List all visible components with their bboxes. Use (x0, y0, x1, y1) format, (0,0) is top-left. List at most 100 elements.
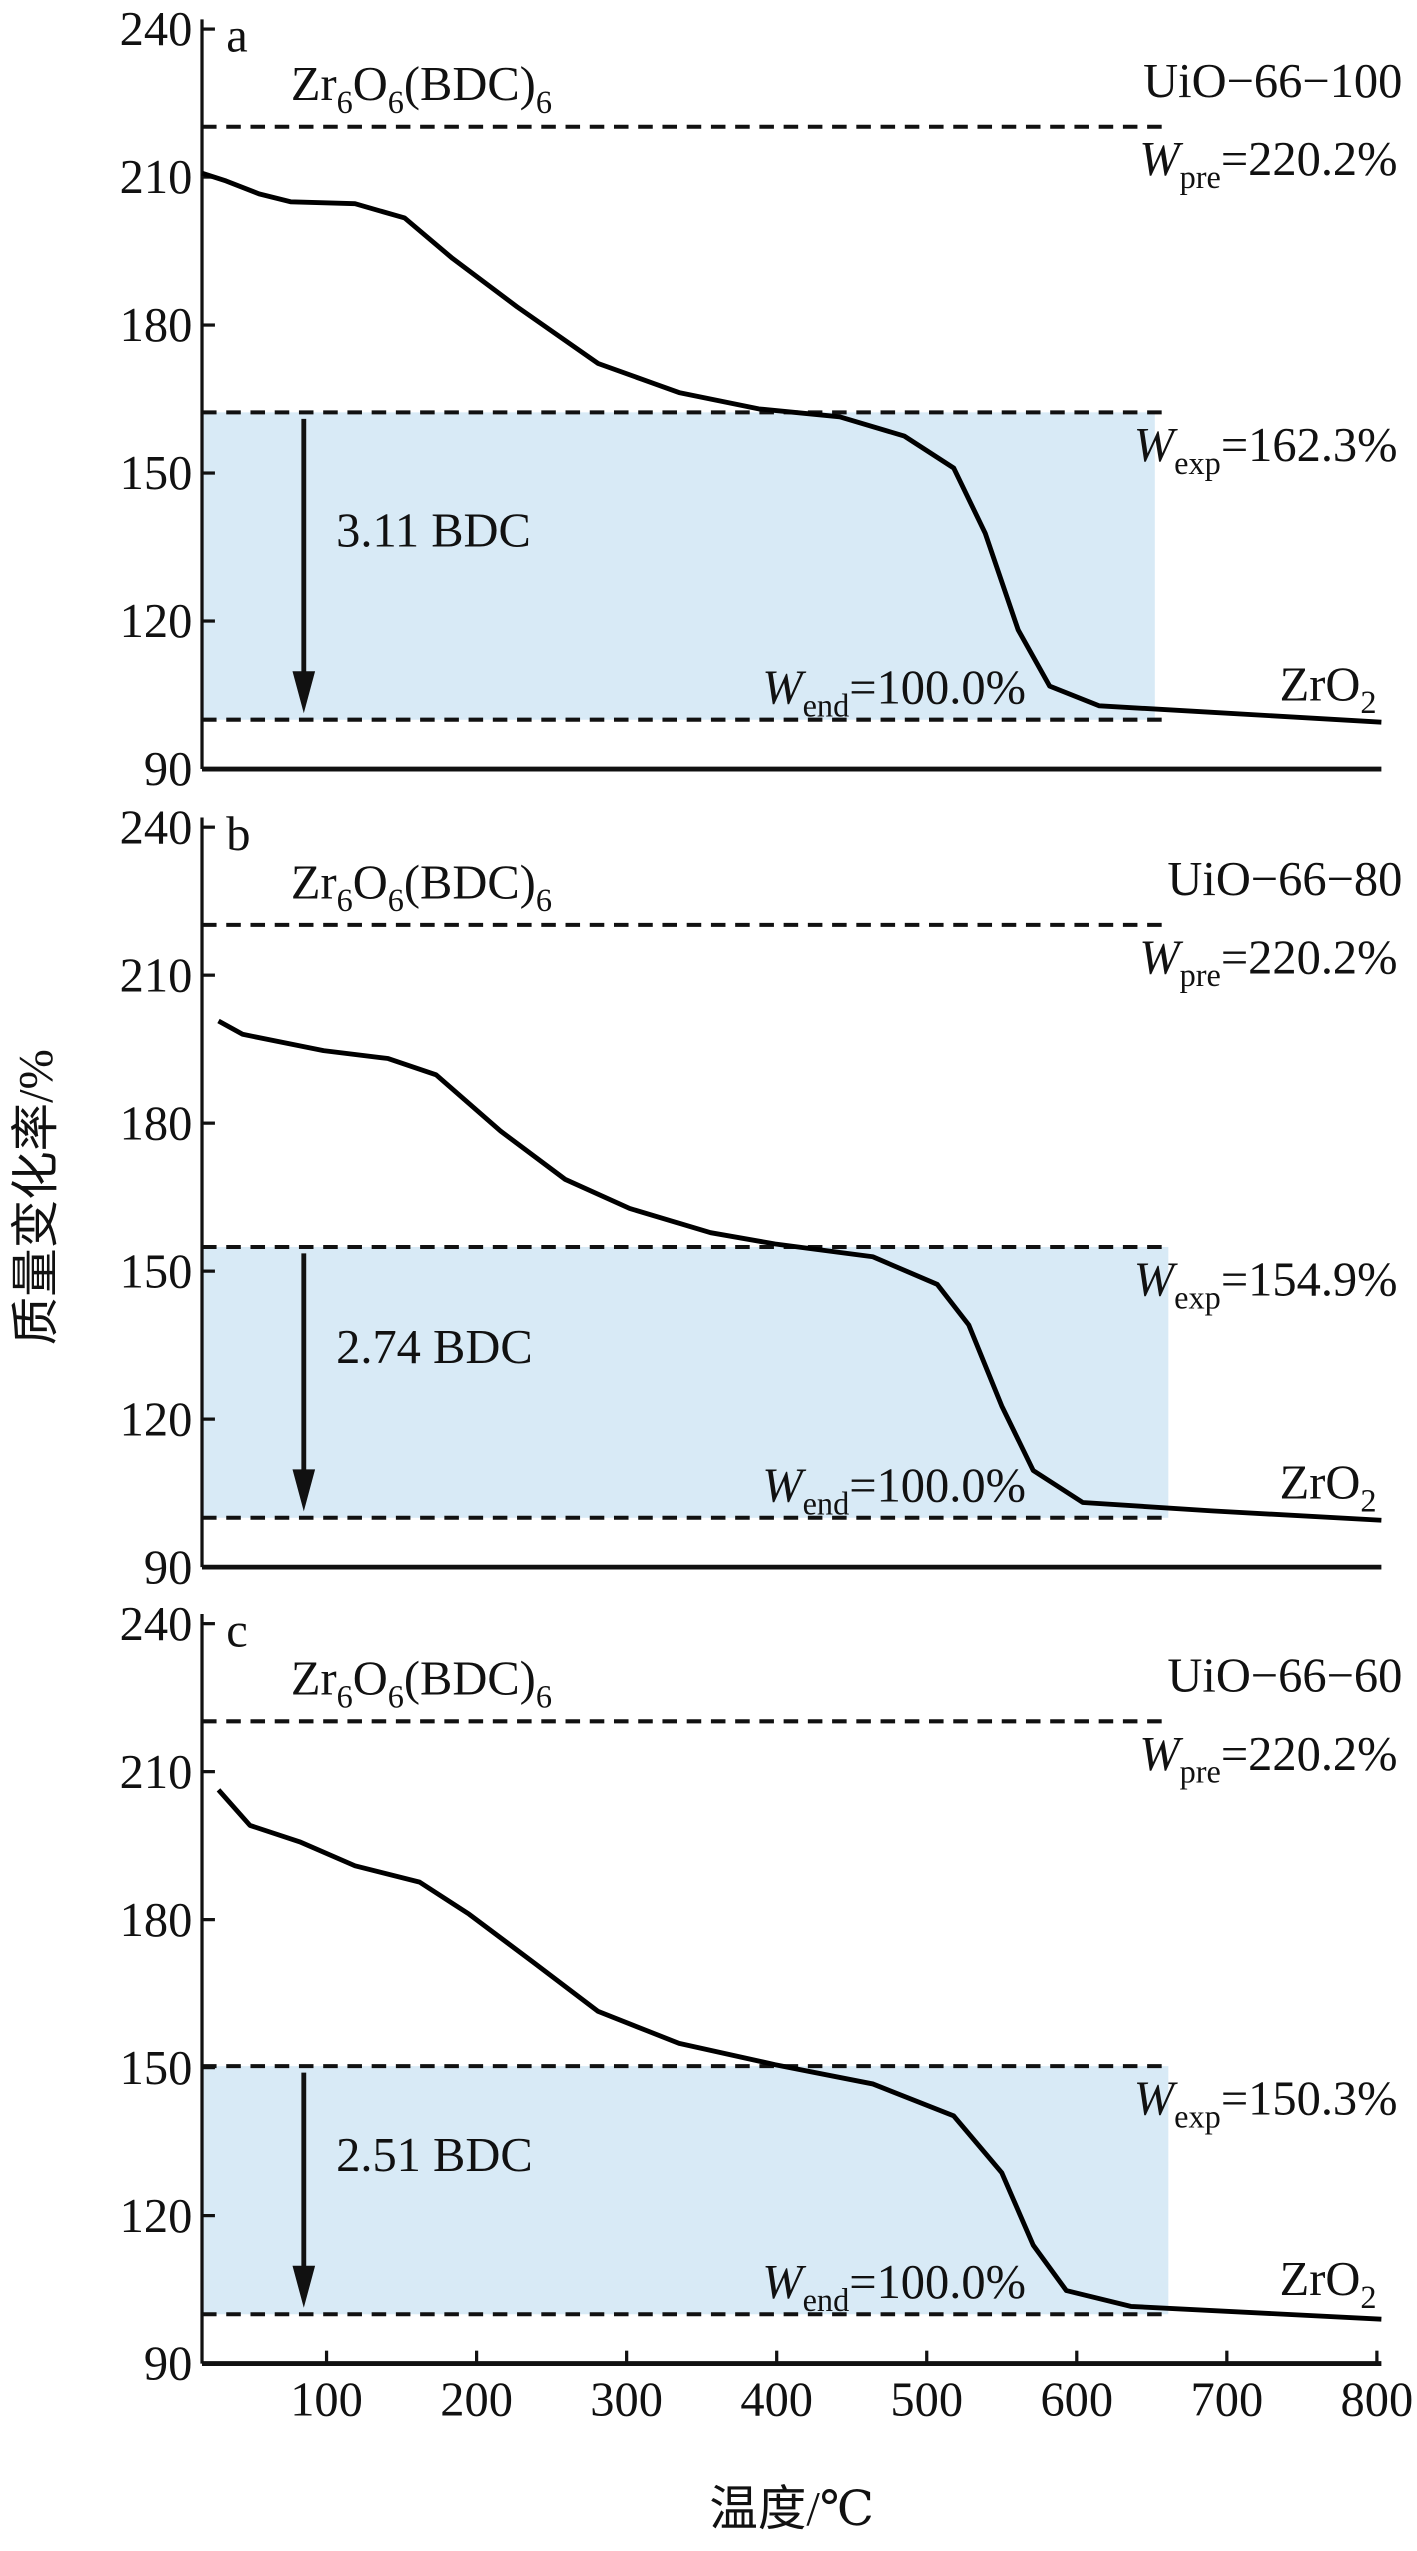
x-tick-label: 300 (590, 2373, 663, 2426)
text-part: =154.9% (1221, 1253, 1398, 1306)
product-label: ZrO2 (1280, 1456, 1377, 1518)
y-tick-label: 120 (120, 2190, 193, 2243)
text-part: W (1134, 419, 1179, 472)
text-part: pre (1180, 159, 1221, 195)
text-part: W (762, 1460, 807, 1513)
formula: Zr6O6(BDC)6 (291, 58, 552, 120)
x-tick-label: 400 (740, 2373, 813, 2426)
text-part: W (762, 2256, 807, 2309)
y-tick-label: 120 (120, 1393, 193, 1446)
text-part: ZrO (1280, 1456, 1361, 1509)
y-tick-label: 180 (120, 299, 193, 352)
y-tick-label: 150 (120, 2042, 193, 2095)
y-axis-label: 质量变化率/% (10, 1049, 63, 1345)
reference-label: Wpre=220.2% (1139, 1728, 1397, 1790)
text-part: end (803, 2282, 850, 2318)
y-tick-label: 240 (120, 3, 193, 56)
text-part: exp (1174, 2099, 1221, 2135)
text-part: 2 (1360, 2279, 1376, 2315)
tga-curve (216, 1788, 1382, 2322)
text-part: 6 (536, 882, 552, 918)
y-tick-label: 210 (120, 151, 193, 204)
shade-region (202, 1246, 1169, 1518)
text-part: 6 (337, 84, 353, 120)
y-tick-label: 210 (120, 1746, 193, 1799)
text-part: =100.0% (849, 662, 1026, 715)
text-part: ZrO (1280, 658, 1361, 711)
text-part: 6 (388, 1679, 404, 1715)
panel-label: a (226, 10, 248, 63)
text-part: =220.2% (1221, 1728, 1398, 1781)
text-part: 2 (1360, 684, 1376, 720)
formula: Zr6O6(BDC)6 (291, 1653, 552, 1715)
y-tick-label: 90 (144, 1541, 192, 1594)
tga-curve (217, 1018, 1382, 1523)
panel-label: c (226, 1604, 248, 1657)
x-tick-label: 700 (1190, 2373, 1263, 2426)
x-axis-label: 温度/℃ (709, 2483, 874, 2536)
text-part: pre (1180, 1754, 1221, 1790)
reference-label: Wpre=220.2% (1139, 931, 1397, 993)
text-part: 6 (337, 882, 353, 918)
text-part: (BDC) (404, 1653, 536, 1706)
reference-label: Wend=100.0% (762, 2256, 1026, 2318)
arrow-head (292, 2265, 316, 2308)
reference-label: Wend=100.0% (762, 662, 1026, 724)
text-part: (BDC) (404, 856, 536, 909)
text-part: 6 (388, 84, 404, 120)
text-part: 6 (337, 1679, 353, 1715)
x-tick-label: 500 (890, 2373, 963, 2426)
text-part: end (803, 1486, 850, 1522)
reference-label: Wexp=150.3% (1134, 2073, 1398, 2135)
text-part: W (1139, 931, 1184, 984)
y-tick-label: 120 (120, 595, 193, 648)
text-part: O (353, 856, 388, 909)
product-label: ZrO2 (1280, 2253, 1377, 2315)
text-part: (BDC) (404, 58, 536, 111)
text-part: W (1134, 2073, 1179, 2126)
sample-name: UiO−66−100 (1143, 55, 1402, 108)
reference-label: Wexp=154.9% (1134, 1253, 1398, 1315)
text-part: exp (1174, 1279, 1221, 1315)
y-tick-label: 150 (120, 447, 193, 500)
text-part: =220.2% (1221, 133, 1398, 186)
text-part: =220.2% (1221, 931, 1398, 984)
y-tick-label: 240 (120, 801, 193, 854)
text-part: W (762, 662, 807, 715)
tga-curve (201, 170, 1382, 725)
text-part: W (1139, 133, 1184, 186)
text-part: W (1139, 1728, 1184, 1781)
text-part: pre (1180, 957, 1221, 993)
text-part: 6 (536, 84, 552, 120)
panel-label: b (226, 808, 250, 861)
text-part: 6 (536, 1679, 552, 1715)
reference-label: Wpre=220.2% (1139, 133, 1397, 195)
text-part: =150.3% (1221, 2073, 1398, 2126)
text-part: 2 (1360, 1482, 1376, 1518)
x-tick-label: 200 (440, 2373, 513, 2426)
sample-name: UiO−66−60 (1167, 1650, 1402, 1703)
text-part: ZrO (1280, 2253, 1361, 2306)
x-tick-label: 600 (1040, 2373, 1113, 2426)
y-tick-label: 240 (120, 1598, 193, 1651)
y-tick-label: 180 (120, 1894, 193, 1947)
y-tick-label: 180 (120, 1097, 193, 1150)
y-tick-label: 210 (120, 949, 193, 1002)
arrow-head (292, 1469, 316, 1512)
x-tick-label: 100 (290, 2373, 363, 2426)
arrow-head (292, 671, 316, 714)
product-label: ZrO2 (1280, 658, 1377, 720)
y-tick-label: 90 (144, 743, 192, 796)
bdc-label: 3.11 BDC (336, 505, 531, 558)
text-part: W (1134, 1253, 1179, 1306)
reference-label: Wend=100.0% (762, 1460, 1026, 1522)
reference-label: Wexp=162.3% (1134, 419, 1398, 481)
text-part: Zr (291, 856, 337, 909)
formula: Zr6O6(BDC)6 (291, 856, 552, 918)
text-part: Zr (291, 58, 337, 111)
text-part: exp (1174, 445, 1221, 481)
text-part: O (353, 58, 388, 111)
text-part: 6 (388, 882, 404, 918)
text-part: Zr (291, 1653, 337, 1706)
